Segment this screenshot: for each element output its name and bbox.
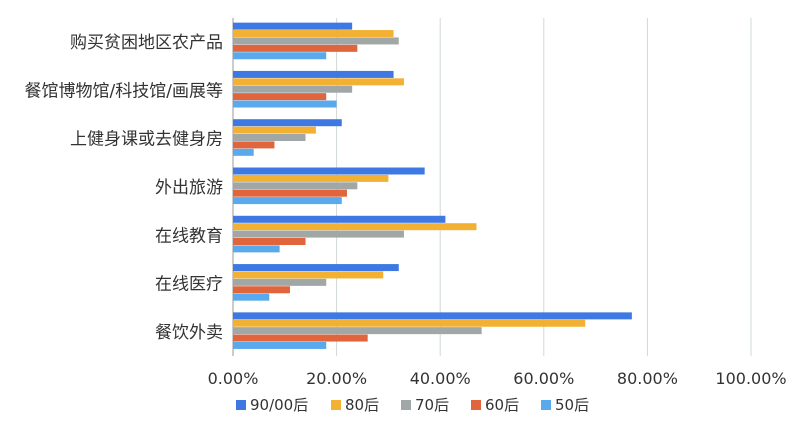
bar <box>233 230 404 238</box>
x-tick-label: 0.00% <box>208 369 259 388</box>
x-tick-label: 60.00% <box>513 369 574 388</box>
bar <box>233 126 316 134</box>
bar <box>233 312 632 320</box>
bar <box>233 341 327 349</box>
legend-swatch <box>331 400 341 410</box>
legend-swatch <box>471 400 481 410</box>
bar <box>233 44 358 52</box>
bar <box>233 78 404 86</box>
legend-swatch <box>236 400 246 410</box>
bar <box>233 245 280 253</box>
legend-label: 90/00后 <box>250 396 308 414</box>
category-label: 在线教育 <box>155 226 223 246</box>
bar <box>233 22 353 30</box>
bar <box>233 93 327 101</box>
category-label: 餐饮外卖 <box>155 323 223 343</box>
x-tick-label: 40.00% <box>410 369 471 388</box>
bar <box>233 182 358 190</box>
legend-swatch <box>401 400 411 410</box>
bar <box>233 70 394 78</box>
x-tick-label: 20.00% <box>306 369 367 388</box>
bar <box>233 189 347 197</box>
x-tick-label: 100.00% <box>715 369 786 388</box>
bar <box>233 334 368 342</box>
legend-label: 50后 <box>555 396 589 414</box>
x-tick-label: 80.00% <box>617 369 678 388</box>
bar <box>233 293 270 301</box>
legend-label: 80后 <box>345 396 379 414</box>
bar <box>233 37 399 45</box>
bar <box>233 264 399 272</box>
bar <box>233 85 353 93</box>
bar <box>233 271 384 279</box>
category-labels: 购买贫困地区农产品餐馆博物馆/科技馆/画展等上健身课或去健身房外出旅游在线教育在… <box>25 33 223 343</box>
legend-label: 70后 <box>415 396 449 414</box>
bar <box>233 167 425 175</box>
bar <box>233 327 482 335</box>
bar <box>233 134 306 142</box>
bar <box>233 174 389 182</box>
bar <box>233 319 586 327</box>
category-label: 外出旅游 <box>155 178 223 198</box>
bar <box>233 237 306 245</box>
x-tick-labels: 0.00% 20.00% 40.00% 60.00% 80.00% 100.00% <box>208 369 787 388</box>
bar <box>233 141 275 149</box>
bar <box>233 278 327 286</box>
category-label: 购买贫困地区农产品 <box>70 33 223 53</box>
bar <box>233 52 327 60</box>
bar <box>233 100 337 108</box>
legend-swatch <box>541 400 551 410</box>
bars <box>233 22 632 349</box>
bar <box>233 215 446 223</box>
legend-label: 60后 <box>485 396 519 414</box>
bar <box>233 30 394 38</box>
legend: 90/00后 80后 70后 60后 50后 <box>236 396 589 414</box>
category-label: 上健身课或去健身房 <box>70 130 223 150</box>
category-label: 餐馆博物馆/科技馆/画展等 <box>25 81 223 101</box>
category-label: 在线医疗 <box>155 275 223 295</box>
bar <box>233 223 477 231</box>
bar <box>233 197 342 205</box>
bar <box>233 148 254 156</box>
bar <box>233 119 342 127</box>
bar <box>233 286 290 294</box>
